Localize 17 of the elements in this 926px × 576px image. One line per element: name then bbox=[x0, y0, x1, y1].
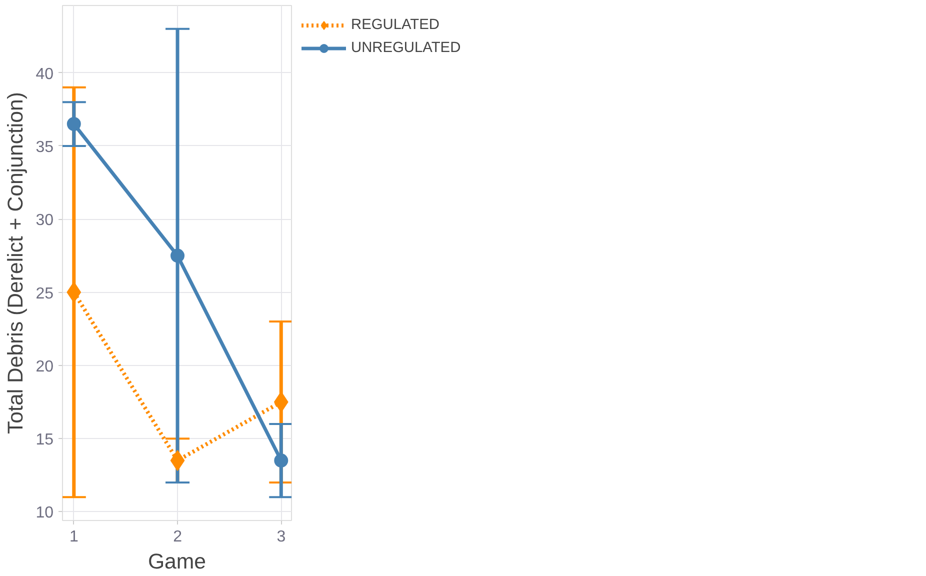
point bbox=[170, 248, 185, 263]
y-tick-label: 40 bbox=[36, 66, 54, 83]
legend-label: REGULATED bbox=[351, 17, 440, 33]
x-axis-title: Game bbox=[148, 550, 206, 574]
point bbox=[66, 117, 81, 131]
y-tick-label: 15 bbox=[36, 432, 54, 449]
y-tick-label: 25 bbox=[36, 285, 54, 302]
y-tick-label: 30 bbox=[36, 212, 54, 230]
x-tick-label: 2 bbox=[173, 528, 182, 546]
x-tick-label: 1 bbox=[69, 528, 78, 546]
x-tick-label: 3 bbox=[276, 528, 286, 546]
y-tick-label: 10 bbox=[36, 504, 54, 522]
legend-label: UNREGULATED bbox=[351, 40, 461, 56]
point bbox=[274, 454, 288, 468]
y-tick-label: 35 bbox=[36, 138, 54, 156]
y-axis-title: Total Debris (Derelict + Conjunction) bbox=[4, 92, 28, 434]
y-tick-label: 20 bbox=[36, 358, 54, 376]
